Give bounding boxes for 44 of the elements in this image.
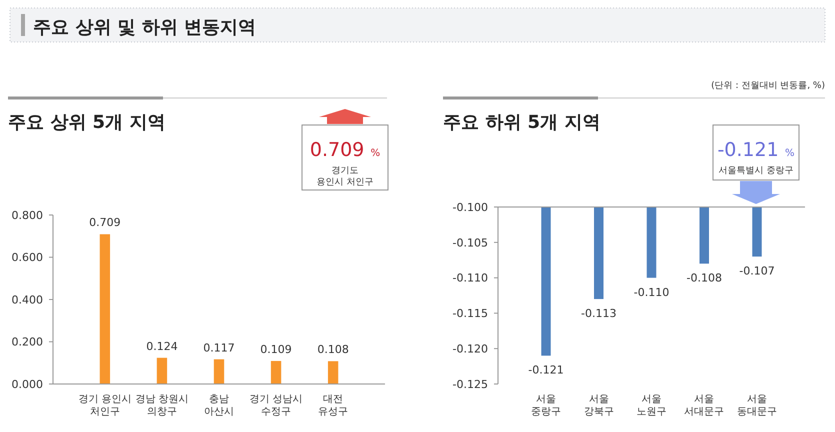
data-label: 0.124 [146, 340, 178, 353]
text: 경기도 용인시 처인구 [316, 166, 374, 188]
x-tick-label: 대전 유성구 [318, 394, 348, 418]
bar [270, 360, 282, 384]
chart-subtitle: 주요 하위 5개 지역 [443, 112, 600, 133]
data-label: -0.113 [581, 307, 616, 320]
data-label: -0.108 [686, 272, 722, 285]
text: 0.709 % [310, 139, 380, 161]
chart-subtitle: 주요 상위 5개 지역 [8, 112, 166, 133]
y-tick-label: 0.600 [12, 251, 43, 264]
y-tick-label: -0.125 [452, 378, 488, 391]
text: -0.121 % [717, 139, 795, 161]
x-tick-label: 충남 아산시 [204, 394, 234, 418]
x-tick-label: 경기 용인시 처인구 [78, 394, 132, 418]
data-label: 0.108 [317, 343, 349, 356]
y-tick-label: 0.000 [12, 378, 43, 391]
data-label: 0.117 [203, 341, 235, 354]
data-label: 0.109 [260, 342, 292, 356]
y-tick-label: 0.800 [12, 208, 43, 222]
chart-title: 주요 상위 및 하위 변동지역 [33, 17, 256, 38]
bar [328, 361, 338, 384]
y-tick-label: 0.400 [12, 293, 43, 306]
y-tick-label: 0.200 [12, 336, 43, 349]
y-tick-label: -0.115 [452, 307, 488, 320]
x-tick-label: 서울 서대문구 [684, 394, 724, 418]
bar [214, 359, 224, 384]
text: (단위 : 전월대비 변동률, %) [711, 81, 825, 91]
text: 서울특별시 중랑구 [718, 166, 794, 176]
y-tick-label: -0.100 [452, 200, 488, 214]
x-tick-label: 서울 강북구 [584, 394, 614, 418]
x-tick-label: 경남 창원시 의창구 [135, 394, 189, 418]
x-tick-label: 서울 노원구 [636, 394, 666, 418]
bar [156, 358, 168, 384]
y-tick-label: -0.105 [452, 236, 488, 250]
x-tick-label: 서울 동대문구 [737, 394, 777, 418]
y-tick-label: -0.110 [452, 272, 488, 285]
x-tick-label: 서울 중랑구 [531, 394, 561, 418]
data-label: -0.110 [634, 286, 670, 299]
y-tick-label: -0.120 [452, 342, 488, 356]
bar [100, 234, 110, 384]
data-label: 0.709 [89, 216, 121, 230]
x-tick-label: 경기 성남시 수정구 [249, 394, 303, 418]
data-label: -0.107 [739, 264, 775, 278]
data-label: -0.121 [528, 364, 564, 377]
